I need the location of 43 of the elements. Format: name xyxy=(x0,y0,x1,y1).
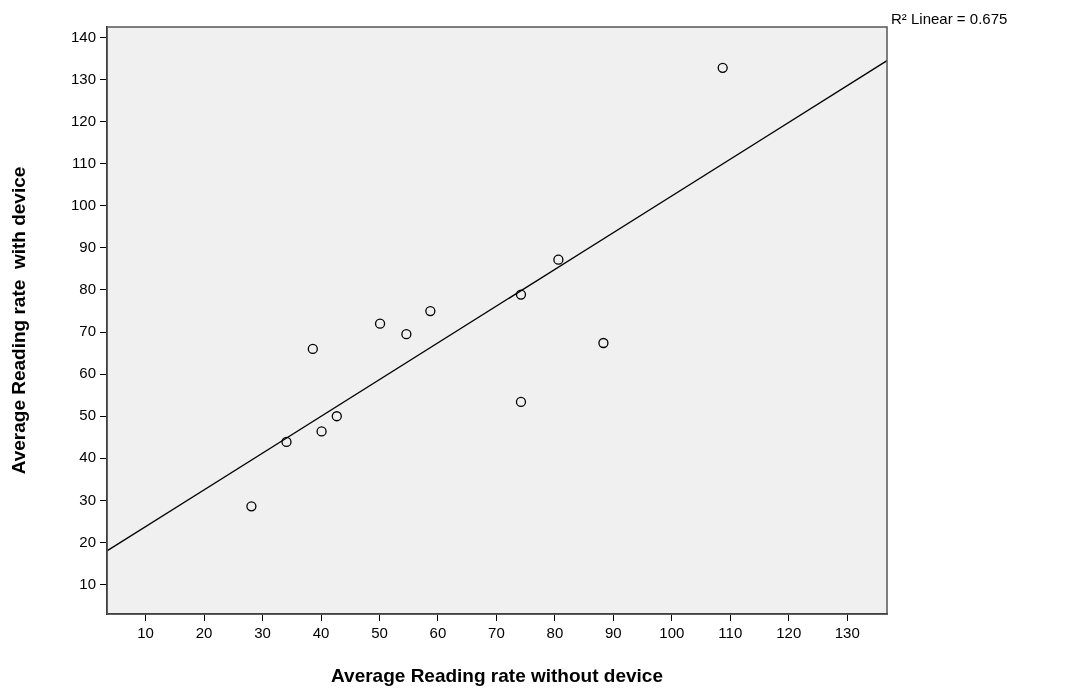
text: R² Linear = 0.675 xyxy=(891,9,1008,27)
point xyxy=(598,337,609,349)
x-tick-label: 30 xyxy=(254,624,271,642)
x-tick-label: 80 xyxy=(546,624,564,642)
point xyxy=(374,318,386,329)
x-axis-title: Average Reading rate without device xyxy=(331,664,663,686)
point xyxy=(401,329,412,340)
y-tick-label: 70 xyxy=(79,322,96,340)
y-tick-label: 80 xyxy=(79,280,96,298)
x-tick-label: 70 xyxy=(488,624,505,642)
point xyxy=(553,254,564,265)
point xyxy=(316,426,327,437)
point xyxy=(717,62,728,73)
y-tick-label: 10 xyxy=(79,574,96,592)
point xyxy=(515,396,527,408)
y-axis-title: Average Reading rate with device xyxy=(7,166,29,475)
point xyxy=(307,343,318,355)
y-tick-label: 100 xyxy=(70,195,96,213)
x-tick-label: 100 xyxy=(659,624,685,642)
point xyxy=(281,436,292,448)
x-tick-label: 110 xyxy=(718,624,743,642)
point xyxy=(515,289,527,300)
y-tick-label: 40 xyxy=(79,448,96,466)
y-tick-label: 120 xyxy=(70,111,96,129)
y-tick-label: 130 xyxy=(70,69,96,87)
x-tick-label: 60 xyxy=(429,624,447,642)
x-tick-label: 120 xyxy=(776,624,802,642)
y-tick-label: 90 xyxy=(79,238,96,256)
point xyxy=(246,501,257,512)
point xyxy=(425,305,436,317)
y-tick-label: 30 xyxy=(79,490,96,508)
x-tick-label: 90 xyxy=(605,624,622,642)
x-tick-label: 40 xyxy=(312,624,330,642)
x-tick-label: 130 xyxy=(834,624,860,642)
y-tick-label: 20 xyxy=(79,532,96,550)
point xyxy=(331,411,342,422)
x-tick-label: 20 xyxy=(195,624,213,642)
x-tick-label: 50 xyxy=(371,624,388,642)
y-tick-label: 110 xyxy=(72,153,96,171)
y-tick-label: 60 xyxy=(79,364,96,382)
x-tick-label: 10 xyxy=(137,624,154,642)
y-tick-label: 140 xyxy=(70,27,96,45)
y-tick-label: 50 xyxy=(79,406,96,424)
